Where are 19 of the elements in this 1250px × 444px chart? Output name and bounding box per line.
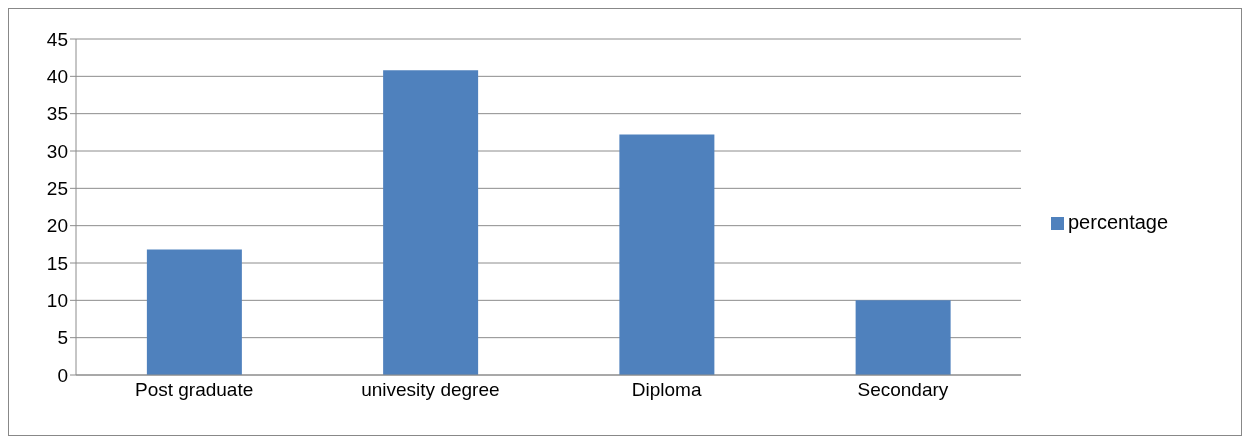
bar bbox=[146, 249, 242, 375]
y-tick-label: 15 bbox=[46, 252, 68, 274]
y-tick-label: 10 bbox=[46, 290, 68, 312]
bar bbox=[383, 70, 479, 375]
y-tick-label: 25 bbox=[46, 178, 68, 200]
x-tick-label: Diploma bbox=[631, 379, 702, 401]
bar bbox=[855, 300, 951, 375]
y-tick-label: 20 bbox=[46, 215, 68, 237]
y-tick-label: 40 bbox=[46, 66, 68, 88]
y-tick-label: 0 bbox=[57, 364, 68, 386]
y-tick-label: 35 bbox=[46, 103, 68, 125]
bar bbox=[619, 134, 715, 375]
legend-label: percentage bbox=[1068, 210, 1169, 233]
y-tick-label: 5 bbox=[57, 327, 68, 349]
y-tick-label: 45 bbox=[46, 28, 68, 50]
y-tick-label: 30 bbox=[46, 140, 68, 162]
x-tick-label: Secondary bbox=[857, 379, 949, 401]
x-tick-label: univesity degree bbox=[361, 379, 500, 401]
x-tick-label: Post graduate bbox=[134, 379, 254, 401]
